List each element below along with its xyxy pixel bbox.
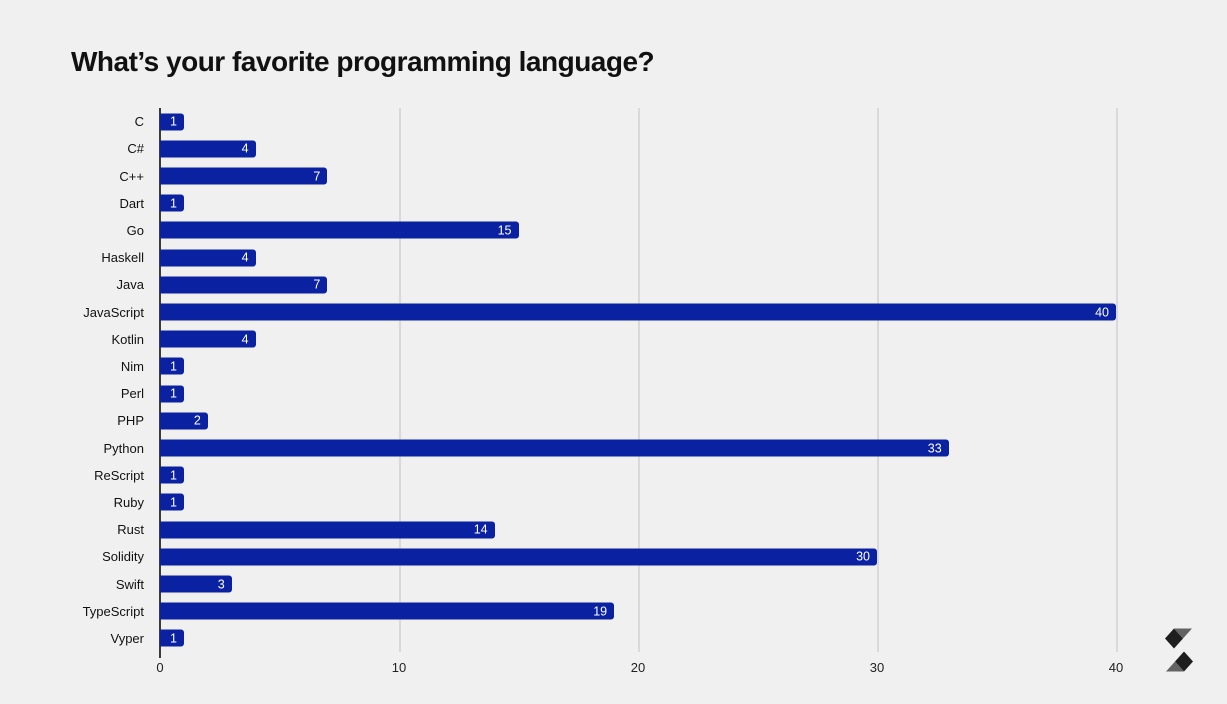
category-label: C <box>134 114 144 130</box>
bar-value-label: 40 <box>1095 305 1109 320</box>
bar: 1 <box>160 629 184 647</box>
bar-value-label: 2 <box>193 413 201 428</box>
bar-value-label: 1 <box>169 196 177 211</box>
bar-value-label: 7 <box>313 277 321 292</box>
bar-value-label: 1 <box>169 386 177 401</box>
bar: 4 <box>160 249 256 267</box>
x-tick-label: 30 <box>869 660 885 675</box>
solidity-logo-bottom-triangle <box>1166 661 1184 672</box>
bar-value-label: 7 <box>313 169 321 183</box>
category-label: Python <box>103 440 144 456</box>
bar-row: ReScript 1 <box>94 462 1116 489</box>
bar-value-label: 1 <box>169 468 177 483</box>
bar-row: Vyper 1 <box>111 625 1116 652</box>
x-tick-label: 40 <box>1108 660 1124 675</box>
category-label: Swift <box>115 576 144 592</box>
bar-value-label: 4 <box>241 141 249 156</box>
bar-row: Nim 1 <box>121 353 1116 380</box>
category-label: C++ <box>119 168 144 184</box>
bar-row: Kotlin 4 <box>111 326 1116 353</box>
bar-row: Python 33 <box>104 434 1116 461</box>
bar-value-label: 1 <box>169 359 177 374</box>
bar-value-label: 1 <box>169 495 177 510</box>
bar-row: Ruby 1 <box>114 489 1116 516</box>
gridline-20 <box>638 108 640 652</box>
solidity-logo-top-triangle <box>1174 628 1192 639</box>
gridline-10 <box>399 108 401 652</box>
bar: 1 <box>160 385 184 403</box>
bar: 3 <box>160 575 232 593</box>
category-label: Kotlin <box>111 331 144 347</box>
bar-row: Solidity 30 <box>102 543 1116 570</box>
category-label: PHP <box>117 413 144 429</box>
bar-value-label: 14 <box>473 522 488 537</box>
bar-row: Java 7 <box>117 271 1116 298</box>
category-label: Nim <box>120 358 144 374</box>
bar-value-label: 1 <box>169 631 177 646</box>
bar: 33 <box>160 439 949 457</box>
solidity-logo <box>1165 628 1193 672</box>
bar: 30 <box>160 548 877 566</box>
bar: 2 <box>160 412 208 430</box>
bar-value-label: 15 <box>497 223 512 238</box>
bar-row: Swift 3 <box>116 570 1116 597</box>
category-label: JavaScript <box>83 304 144 320</box>
bar: 1 <box>160 493 184 511</box>
bar-row: Haskell 4 <box>101 244 1116 271</box>
chart-title: What’s your favorite programming languag… <box>71 46 655 77</box>
category-label: Vyper <box>110 630 144 646</box>
bar: 1 <box>160 357 184 375</box>
bar: 19 <box>160 602 615 620</box>
bar-value-label: 4 <box>241 250 249 265</box>
category-label: Solidity <box>102 549 144 565</box>
category-label: C# <box>127 141 144 157</box>
plot-area: C 1 C# 4 C++ 7 Dart 1 Go 15 Haskell 4 Java 7 JavaScrip… <box>83 108 1123 675</box>
gridline-40 <box>1116 108 1118 652</box>
bar: 4 <box>160 330 256 348</box>
category-label: Go <box>126 222 144 238</box>
bar-value-label: 33 <box>927 441 942 456</box>
x-tick-label: 20 <box>630 660 646 675</box>
bar-row: Rust 14 <box>117 516 1116 543</box>
gridline-30 <box>877 108 879 652</box>
bar-row: PHP 2 <box>117 407 1116 434</box>
category-label: Ruby <box>113 494 144 510</box>
bar-value-label: 30 <box>856 549 870 564</box>
category-label: TypeScript <box>82 603 144 619</box>
bar-row: JavaScript 40 <box>83 298 1116 325</box>
category-label: Haskell <box>101 250 144 266</box>
bar: 1 <box>160 113 184 131</box>
bar: 1 <box>160 194 184 212</box>
category-label: Java <box>116 277 144 293</box>
bar-rows: C 1 C# 4 C++ 7 Dart 1 Go 15 Haskell 4 Java 7 JavaScrip… <box>83 108 1116 652</box>
bar: 7 <box>160 167 328 185</box>
bar: 7 <box>160 276 328 294</box>
bar-row: TypeScript 19 <box>83 598 1116 625</box>
bar: 1 <box>160 466 184 484</box>
bar-row: Dart 1 <box>119 190 1116 217</box>
x-axis-tick-labels: 0 10 20 30 40 <box>156 658 1123 676</box>
bar-value-label: 4 <box>241 332 249 347</box>
bar: 14 <box>160 521 495 539</box>
bar: 4 <box>160 140 256 158</box>
y-axis-line <box>159 108 161 658</box>
bar-value-label: 19 <box>593 604 608 619</box>
x-tick-label: 10 <box>391 660 407 675</box>
bar: 40 <box>160 303 1116 321</box>
category-label: Rust <box>117 522 144 538</box>
bar-value-label: 1 <box>169 114 177 129</box>
x-tick-label: 0 <box>156 660 164 675</box>
bar: 15 <box>160 221 519 239</box>
category-label: ReScript <box>94 467 144 483</box>
bar-row: C# 4 <box>127 135 1116 162</box>
bar-row: Perl 1 <box>121 380 1116 407</box>
category-label: Perl <box>120 386 144 402</box>
bar-row: C++ 7 <box>119 162 1116 189</box>
bar-row: Go 15 <box>127 217 1116 244</box>
bar-value-label: 3 <box>217 577 225 592</box>
category-label: Dart <box>119 195 144 211</box>
